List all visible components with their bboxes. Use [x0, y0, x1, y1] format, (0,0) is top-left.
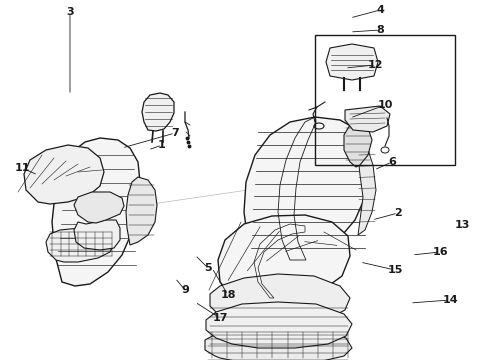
Polygon shape [345, 106, 390, 132]
Text: 15: 15 [387, 265, 403, 275]
Text: 3: 3 [66, 7, 74, 17]
Polygon shape [24, 145, 104, 204]
Text: 10: 10 [377, 100, 392, 110]
Text: 11: 11 [14, 163, 30, 173]
Text: 5: 5 [204, 263, 212, 273]
Text: 16: 16 [432, 247, 448, 257]
Text: 4: 4 [376, 5, 384, 15]
Text: 17: 17 [212, 313, 228, 323]
Polygon shape [74, 220, 120, 250]
Polygon shape [218, 215, 350, 300]
Polygon shape [205, 326, 352, 360]
Polygon shape [46, 228, 114, 262]
Polygon shape [326, 44, 378, 80]
Text: 6: 6 [388, 157, 396, 167]
Polygon shape [244, 117, 370, 265]
Polygon shape [210, 274, 350, 324]
Bar [315, 35, 455, 165]
Text: 13: 13 [454, 220, 470, 230]
Polygon shape [344, 122, 372, 167]
Polygon shape [206, 302, 352, 348]
Text: 9: 9 [181, 285, 189, 295]
Text: 1: 1 [158, 140, 166, 150]
Polygon shape [142, 93, 174, 131]
Text: 8: 8 [376, 25, 384, 35]
Polygon shape [126, 177, 157, 245]
Text: 14: 14 [442, 295, 458, 305]
Polygon shape [52, 138, 140, 286]
Text: 12: 12 [367, 60, 383, 70]
Text: 2: 2 [394, 208, 402, 218]
Polygon shape [74, 192, 124, 223]
Polygon shape [358, 145, 376, 235]
Text: 7: 7 [171, 128, 179, 138]
Text: 18: 18 [220, 290, 236, 300]
